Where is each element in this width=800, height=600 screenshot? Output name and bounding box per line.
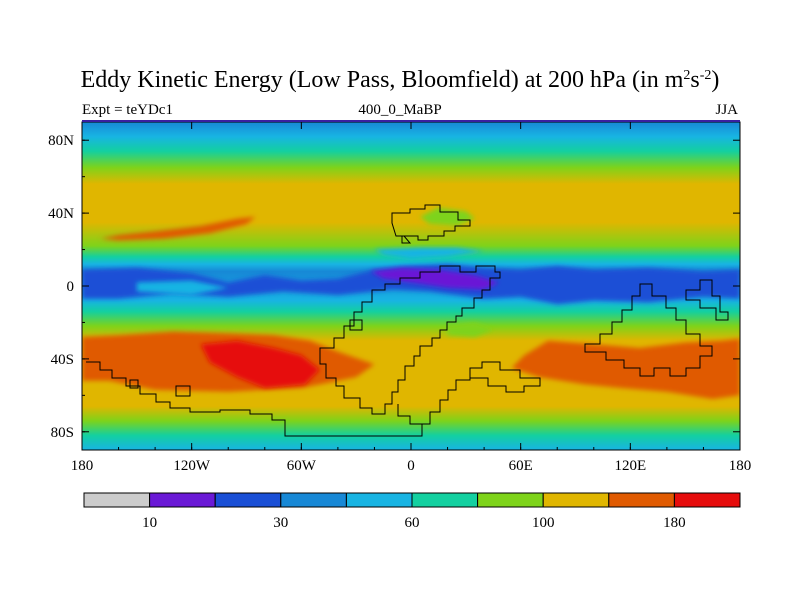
y-tick-label-3: 40S bbox=[51, 352, 74, 368]
coastline-small-2 bbox=[175, 385, 191, 397]
colorbar-box-7 bbox=[542, 492, 610, 508]
title-superscript-1: 2 bbox=[683, 68, 691, 83]
season-label: JJA bbox=[715, 102, 738, 118]
colorbar-box-1 bbox=[149, 492, 216, 508]
colorbar-label-4: 180 bbox=[663, 515, 686, 531]
equatorial-blue-band bbox=[82, 264, 740, 305]
tropical-purple-minimum bbox=[370, 267, 499, 290]
colorbar-box-4 bbox=[345, 492, 413, 508]
x-axis: 180 120W 60W 0 60E 120E 180 bbox=[71, 122, 752, 474]
colorbar-box-5 bbox=[411, 492, 479, 508]
colorbar-label-1: 30 bbox=[273, 515, 288, 531]
coastline bbox=[86, 204, 729, 437]
nh-orange-streak bbox=[100, 216, 256, 241]
nh-green-patch bbox=[420, 207, 475, 226]
colorbar-label-0: 10 bbox=[142, 515, 157, 531]
colorbar-label-2: 60 bbox=[405, 515, 420, 531]
colorbar-box-3 bbox=[280, 492, 347, 508]
chart-title: Eddy Kinetic Energy (Low Pass, Bloomfiel… bbox=[0, 66, 800, 94]
title-close: ) bbox=[711, 67, 720, 93]
title-text-s: s bbox=[690, 67, 700, 93]
plot-area bbox=[82, 122, 740, 450]
x-tick-label-5: 120E bbox=[614, 458, 646, 474]
x-tick-label-1: 120W bbox=[173, 458, 211, 474]
y-tick-label-1: 40N bbox=[48, 206, 74, 222]
y-axis: 80N 40N 0 40S 80S bbox=[48, 133, 740, 441]
coastline-antarctic-east bbox=[421, 368, 471, 436]
nh-light-blue-patch bbox=[374, 247, 485, 259]
coastline-australia bbox=[584, 283, 713, 377]
sh-orange-indian bbox=[511, 338, 740, 399]
sh-red-maximum bbox=[200, 340, 320, 388]
colorbar-label-3: 100 bbox=[532, 515, 555, 531]
x-tick-label-0: 180 bbox=[71, 458, 94, 474]
x-tick-label-2: 60W bbox=[287, 458, 317, 474]
title-text: Eddy Kinetic Energy (Low Pass, Bloomfiel… bbox=[80, 67, 684, 93]
field-features bbox=[82, 207, 740, 399]
y-tick-label-2: 0 bbox=[67, 279, 75, 295]
colorbar: 10 30 60 100 180 bbox=[83, 492, 741, 531]
coastline-africa-west bbox=[319, 265, 501, 415]
tropical-light-blue-patch bbox=[136, 280, 229, 296]
y-tick-label-4: 80S bbox=[51, 425, 74, 441]
colorbar-box-0 bbox=[83, 492, 151, 508]
title-superscript-2: -2 bbox=[699, 68, 712, 83]
colorbar-box-8 bbox=[608, 492, 675, 508]
colorbar-box-9 bbox=[673, 492, 741, 508]
x-tick-label-3: 0 bbox=[407, 458, 415, 474]
coastline-small-3 bbox=[349, 319, 363, 331]
colorbar-box-6 bbox=[477, 492, 544, 508]
period-label: 400_0_MaBP bbox=[358, 102, 442, 118]
coastline-pacific-island bbox=[685, 279, 729, 321]
coastline-small-1 bbox=[129, 379, 139, 389]
colorbar-box-2 bbox=[214, 492, 282, 508]
coastline-south-america bbox=[469, 361, 541, 393]
coastline-asia bbox=[391, 204, 471, 244]
y-tick-label-0: 80N bbox=[48, 133, 74, 149]
sh-green-patch bbox=[447, 322, 494, 337]
experiment-label: Expt = teYDc1 bbox=[82, 102, 173, 118]
x-tick-label-6: 180 bbox=[729, 458, 752, 474]
x-tick-label-4: 60E bbox=[509, 458, 533, 474]
